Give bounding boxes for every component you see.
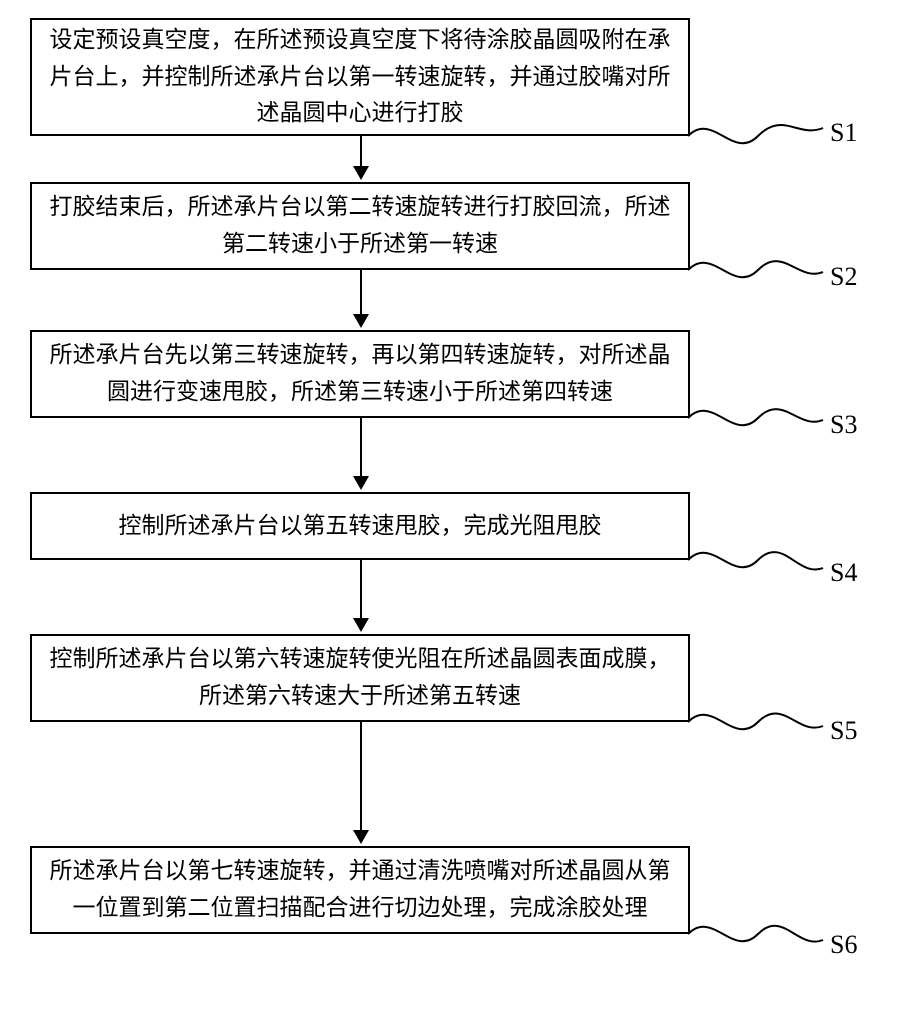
step-text: 设定预设真空度，在所述预设真空度下将待涂胶晶圆吸附在承片台上，并控制所述承片台以… <box>44 22 676 132</box>
step-label-s2: S2 <box>830 262 857 292</box>
step-label-s5: S5 <box>830 716 857 746</box>
step-text: 所述承片台先以第三转速旋转，再以第四转速旋转，对所述晶圆进行变速甩胶，所述第三转… <box>44 337 676 411</box>
step-box-s5: 控制所述承片台以第六转速旋转使光阻在所述晶圆表面成膜，所述第六转速大于所述第五转… <box>30 634 690 722</box>
arrow-head-icon <box>353 314 369 328</box>
arrow-line-s1 <box>360 136 362 168</box>
step-box-s2: 打胶结束后，所述承片台以第二转速旋转进行打胶回流，所述第二转速小于所述第一转速 <box>30 182 690 270</box>
arrow-line-s5 <box>360 722 362 832</box>
arrow-line-s3 <box>360 418 362 478</box>
step-box-s1: 设定预设真空度，在所述预设真空度下将待涂胶晶圆吸附在承片台上，并控制所述承片台以… <box>30 18 690 136</box>
step-text: 打胶结束后，所述承片台以第二转速旋转进行打胶回流，所述第二转速小于所述第一转速 <box>44 189 676 263</box>
connector-curve-s6 <box>688 904 838 1014</box>
step-text: 所述承片台以第七转速旋转，并通过清洗喷嘴对所述晶圆从第一位置到第二位置扫描配合进… <box>44 853 676 927</box>
step-box-s4: 控制所述承片台以第五转速甩胶，完成光阻甩胶 <box>30 492 690 560</box>
flowchart-container: 设定预设真空度，在所述预设真空度下将待涂胶晶圆吸附在承片台上，并控制所述承片台以… <box>0 0 922 1000</box>
connector-curve-s5 <box>688 692 838 802</box>
arrow-line-s2 <box>360 270 362 316</box>
step-label-s6: S6 <box>830 930 857 960</box>
step-box-s6: 所述承片台以第七转速旋转，并通过清洗喷嘴对所述晶圆从第一位置到第二位置扫描配合进… <box>30 846 690 934</box>
arrow-head-icon <box>353 166 369 180</box>
step-label-s4: S4 <box>830 558 857 588</box>
step-label-s1: S1 <box>830 118 857 148</box>
connector-curve-s2 <box>688 240 838 350</box>
connector-curve-s4 <box>688 530 838 640</box>
connector-curve-s1 <box>688 106 838 216</box>
step-box-s3: 所述承片台先以第三转速旋转，再以第四转速旋转，对所述晶圆进行变速甩胶，所述第三转… <box>30 330 690 418</box>
arrow-head-icon <box>353 476 369 490</box>
step-text: 控制所述承片台以第五转速甩胶，完成光阻甩胶 <box>119 508 602 545</box>
arrow-head-icon <box>353 830 369 844</box>
arrow-head-icon <box>353 618 369 632</box>
connector-curve-s3 <box>688 388 838 498</box>
arrow-line-s4 <box>360 560 362 620</box>
step-text: 控制所述承片台以第六转速旋转使光阻在所述晶圆表面成膜，所述第六转速大于所述第五转… <box>44 641 676 715</box>
step-label-s3: S3 <box>830 410 857 440</box>
